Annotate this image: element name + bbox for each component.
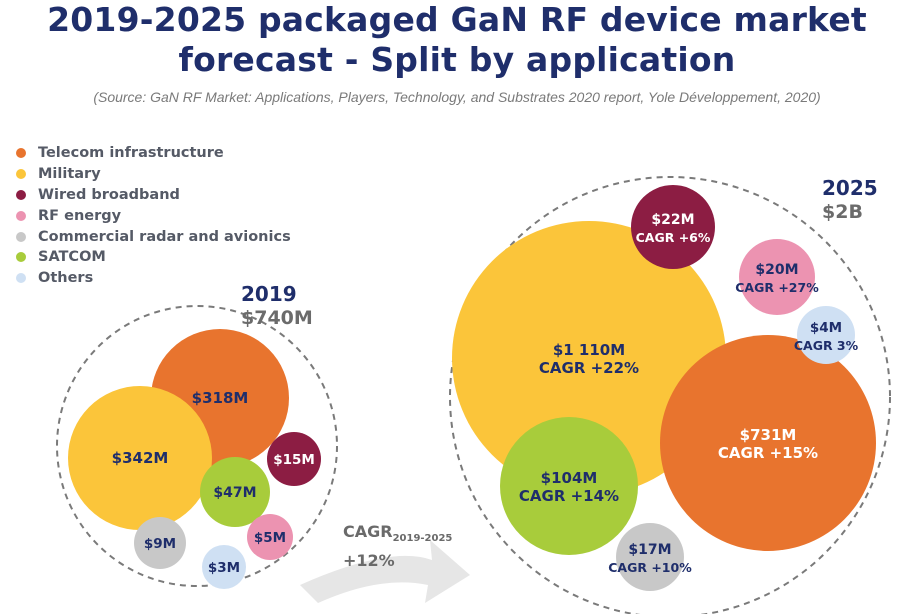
bubble-wired-broadband-2025: [631, 185, 715, 269]
year-2019: 2019: [241, 282, 297, 306]
bubble-cagr-label: CAGR +6%: [636, 230, 711, 245]
bubble-value-label: $5M: [254, 530, 286, 546]
legend-item: Wired broadband: [16, 185, 291, 206]
legend-item: SATCOM: [16, 247, 291, 268]
legend-swatch: [16, 148, 26, 159]
growth-arrow: [300, 540, 470, 603]
legend-label: RF energy: [38, 207, 122, 224]
bubble-rf-energy-2019: [247, 514, 293, 560]
legend-swatch: [16, 210, 26, 221]
bubble-cagr-label: CAGR +27%: [735, 280, 819, 295]
cagr-period: 2019-2025: [392, 533, 453, 544]
bubble-value-label: $9M: [144, 536, 176, 552]
legend-item: Military: [16, 164, 291, 185]
bubble-value-label: $731M: [740, 426, 797, 444]
bubble-military-2019: [68, 386, 212, 530]
bubble-value-label: $4M: [810, 320, 842, 336]
legend-swatch: [16, 189, 26, 200]
legend-swatch: [16, 252, 26, 263]
bubble-value-label: $17M: [628, 542, 671, 558]
legend-swatch: [16, 231, 26, 242]
bubble-commercial-radar-and-avionics-2019: [134, 517, 186, 569]
legend-item: RF energy: [16, 205, 291, 226]
bubble-cagr-label: CAGR +10%: [608, 560, 692, 575]
year-label-2019: 2019 $740M: [241, 282, 313, 330]
bubble-others-2019: [202, 545, 246, 589]
bubble-value-label: $342M: [112, 449, 169, 467]
legend: Telecom infrastructure Military Wired broa…: [16, 143, 291, 289]
bubble-value-label: $47M: [213, 485, 256, 501]
legend-label: Military: [38, 166, 101, 183]
legend-label: Others: [38, 270, 94, 287]
bubble-commercial-radar-and-avionics-2025: [616, 523, 684, 591]
bubble-value-label: $15M: [273, 452, 315, 468]
bubble-telecom-infrastructure-2025: [660, 335, 876, 551]
bubble-others-2025: [797, 306, 855, 364]
bubble-value-label: $20M: [755, 262, 798, 278]
bubble-military-2025: [452, 221, 726, 495]
bubble-satcom-2025: [500, 417, 638, 555]
legend-swatch: [16, 273, 26, 284]
page-title: 2019-2025 packaged GaN RF device market …: [0, 0, 914, 80]
bubble-value-label: $3M: [208, 560, 240, 576]
legend-item: Telecom infrastructure: [16, 143, 291, 164]
legend-swatch: [16, 169, 26, 180]
bubble-cagr-label: CAGR 3%: [794, 338, 859, 353]
total-2025: $2B: [822, 201, 863, 223]
year-2025: 2025: [822, 176, 878, 200]
group-outline-2025: [449, 176, 891, 614]
legend-label: SATCOM: [38, 249, 106, 266]
bubble-value-label: $318M: [192, 389, 249, 407]
bubble-value-label: $104M: [541, 469, 598, 487]
title-line-2: forecast - Split by application: [178, 40, 736, 79]
legend-label: Telecom infrastructure: [38, 145, 224, 162]
bubble-rf-energy-2025: [739, 239, 815, 315]
legend-item: Others: [16, 268, 291, 289]
year-label-2025: 2025 $2B: [822, 176, 878, 224]
bubble-wired-broadband-2019: [267, 432, 321, 486]
title-line-1: 2019-2025 packaged GaN RF device market: [47, 0, 867, 39]
cagr-prefix: CAGR: [343, 522, 393, 541]
bubble-cagr-label: CAGR +14%: [519, 487, 619, 505]
legend-label: Commercial radar and avionics: [38, 228, 291, 245]
group-outline-2019: [56, 305, 338, 587]
cagr-growth-label: CAGR2019-2025 +12%: [343, 521, 452, 572]
legend-label: Wired broadband: [38, 186, 180, 203]
bubble-satcom-2019: [200, 457, 270, 527]
source-note: (Source: GaN RF Market: Applications, Pl…: [93, 89, 821, 105]
bubble-value-label: $22M: [651, 212, 694, 228]
cagr-value: +12%: [343, 551, 395, 570]
bubble-cagr-label: CAGR +15%: [718, 444, 818, 462]
bubble-cagr-label: CAGR +22%: [539, 359, 639, 377]
legend-item: Commercial radar and avionics: [16, 226, 291, 247]
total-2019: $740M: [241, 307, 313, 329]
bubble-value-label: $1 110M: [553, 341, 625, 359]
